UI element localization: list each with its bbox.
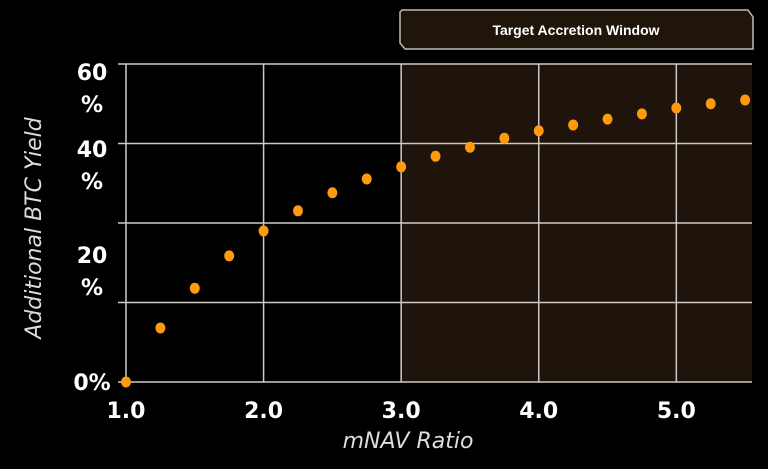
data-point [292,205,303,217]
x-axis-label: mNAV Ratio [343,429,474,454]
data-point [499,132,510,144]
data-point [224,250,235,262]
data-point [189,282,200,294]
data-point [705,98,716,110]
data-point [121,376,131,388]
y-tick-label: 40% [77,138,108,195]
y-tick-label: 20% [77,244,108,301]
legend-box: Target Accretion Window [399,9,754,50]
data-point [327,187,338,199]
data-point [671,102,682,114]
x-tick-label: 4.0 [519,399,558,424]
data-point [430,150,441,162]
data-point [602,113,613,125]
data-point [258,225,269,237]
data-point [533,125,544,137]
y-tick-label: 0% [73,371,110,396]
y-axis-label: Additional BTC Yield [22,116,47,341]
data-point [464,141,475,153]
x-tick-label: 2.0 [244,399,283,424]
x-tick-label: 1.0 [107,399,146,424]
data-point [155,322,166,334]
data-point [396,161,407,173]
legend-label: Target Accretion Window [492,22,659,38]
y-tick-label: 60% [77,61,108,118]
data-point [740,94,751,106]
data-point [568,119,579,131]
x-tick-label: 5.0 [657,399,696,424]
data-point [361,173,372,185]
data-point [636,108,647,120]
x-tick-label: 3.0 [382,399,421,424]
